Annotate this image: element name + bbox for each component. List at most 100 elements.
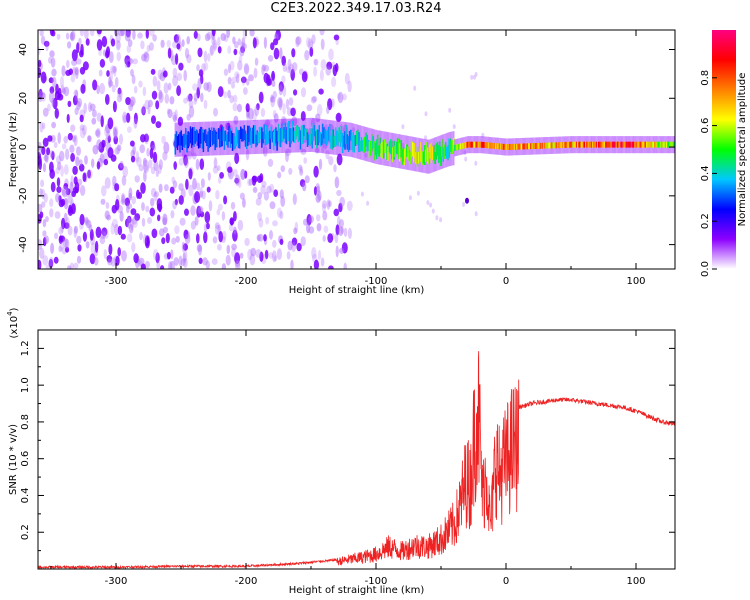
noise-cell xyxy=(95,226,102,238)
ridge-core xyxy=(599,141,601,148)
noise-cell xyxy=(306,222,311,234)
noise-cell xyxy=(67,41,72,49)
ridge-core xyxy=(504,144,506,150)
noise-cell xyxy=(211,30,216,37)
scale-base: (x10 xyxy=(9,316,20,339)
noise-cell xyxy=(143,234,147,245)
ridge-core xyxy=(557,142,559,149)
ridge-core xyxy=(295,126,297,140)
ridge-core xyxy=(394,146,397,157)
noise-cell xyxy=(416,190,420,196)
noise-cell xyxy=(151,228,158,239)
noise-cell xyxy=(319,30,325,36)
noise-cell xyxy=(265,74,271,86)
noise-cell xyxy=(243,87,248,95)
ridge-core xyxy=(610,141,613,148)
ridge-core xyxy=(441,139,443,157)
noise-cell xyxy=(286,251,291,260)
ridge-core xyxy=(539,142,542,149)
noise-cell xyxy=(78,37,82,46)
noise-cell xyxy=(63,212,68,222)
noise-cell xyxy=(304,175,310,184)
ridge-core xyxy=(601,141,604,148)
noise-cell xyxy=(60,165,64,177)
ridge-core xyxy=(214,130,216,151)
ridge-core xyxy=(421,151,423,166)
noise-cell xyxy=(87,135,92,143)
ridge-core xyxy=(526,143,529,150)
noise-cell xyxy=(48,91,55,103)
noise-cell xyxy=(100,198,106,205)
noise-cell xyxy=(116,144,121,155)
ridge-core xyxy=(429,144,432,159)
ridge-core xyxy=(444,142,447,156)
noise-cell xyxy=(280,195,286,207)
ridge-core xyxy=(595,141,598,148)
ridge-core xyxy=(502,143,504,150)
noise-cell xyxy=(233,168,238,177)
noise-cell xyxy=(240,76,247,84)
scale-close: ) xyxy=(9,307,20,311)
ridge-core xyxy=(230,130,233,144)
noise-cell xyxy=(226,30,230,39)
noise-cell xyxy=(119,160,124,169)
noise-cell xyxy=(179,217,186,226)
noise-cell xyxy=(212,39,218,50)
ridge-core xyxy=(607,141,609,148)
noise-cell xyxy=(256,103,260,111)
ridge-core xyxy=(573,141,576,148)
ridge-core xyxy=(547,142,550,149)
ridge-core xyxy=(508,144,510,150)
noise-cell xyxy=(169,260,175,269)
noise-cell xyxy=(89,253,96,265)
noise-cell xyxy=(89,103,96,111)
noise-cell xyxy=(76,100,81,111)
noise-cell xyxy=(306,37,311,48)
ridge-core xyxy=(419,147,421,163)
noise-cell xyxy=(231,82,235,89)
noise-cell xyxy=(239,49,245,57)
noise-cell xyxy=(50,57,56,68)
noise-cell xyxy=(129,96,136,106)
noise-cell xyxy=(431,208,435,214)
ridge-core xyxy=(551,142,553,149)
noise-cell xyxy=(284,148,291,157)
ridge-core xyxy=(465,142,468,148)
noise-cell xyxy=(292,61,298,72)
noise-cell xyxy=(124,30,131,42)
y-tick-label: 0.2 xyxy=(20,524,31,540)
noise-cell xyxy=(99,82,106,95)
ridge-core xyxy=(401,148,404,165)
noise-cell xyxy=(209,44,215,56)
noise-cell xyxy=(278,81,284,92)
noise-cell xyxy=(43,154,49,161)
noise-cell xyxy=(39,247,45,259)
noise-cell xyxy=(125,97,131,105)
ridge-core xyxy=(257,132,260,144)
noise-cell xyxy=(250,247,256,257)
noise-cell xyxy=(221,211,226,221)
noise-cell xyxy=(120,233,126,240)
noise-cell xyxy=(311,34,316,45)
noise-cell xyxy=(448,107,452,113)
ridge-core xyxy=(664,141,667,148)
ridge-core xyxy=(651,141,654,148)
ridge-core xyxy=(336,130,338,146)
noise-cell xyxy=(87,135,91,142)
y-axis-label: SNR (10 * v/v) xyxy=(8,424,19,495)
noise-cell xyxy=(166,251,171,260)
ridge-core xyxy=(221,126,223,147)
ridge-core xyxy=(477,141,480,148)
noise-cell xyxy=(132,58,138,65)
ridge-core xyxy=(309,128,311,147)
noise-cell xyxy=(71,30,76,41)
ridge-core xyxy=(274,128,276,146)
noise-cell xyxy=(167,82,172,91)
noise-cell xyxy=(300,87,307,98)
noise-cell xyxy=(101,36,108,48)
noise-cell xyxy=(51,68,57,77)
ridge-core xyxy=(174,134,177,155)
ridge-core xyxy=(199,128,201,148)
noise-cell xyxy=(240,41,245,54)
noise-cell xyxy=(228,223,234,232)
